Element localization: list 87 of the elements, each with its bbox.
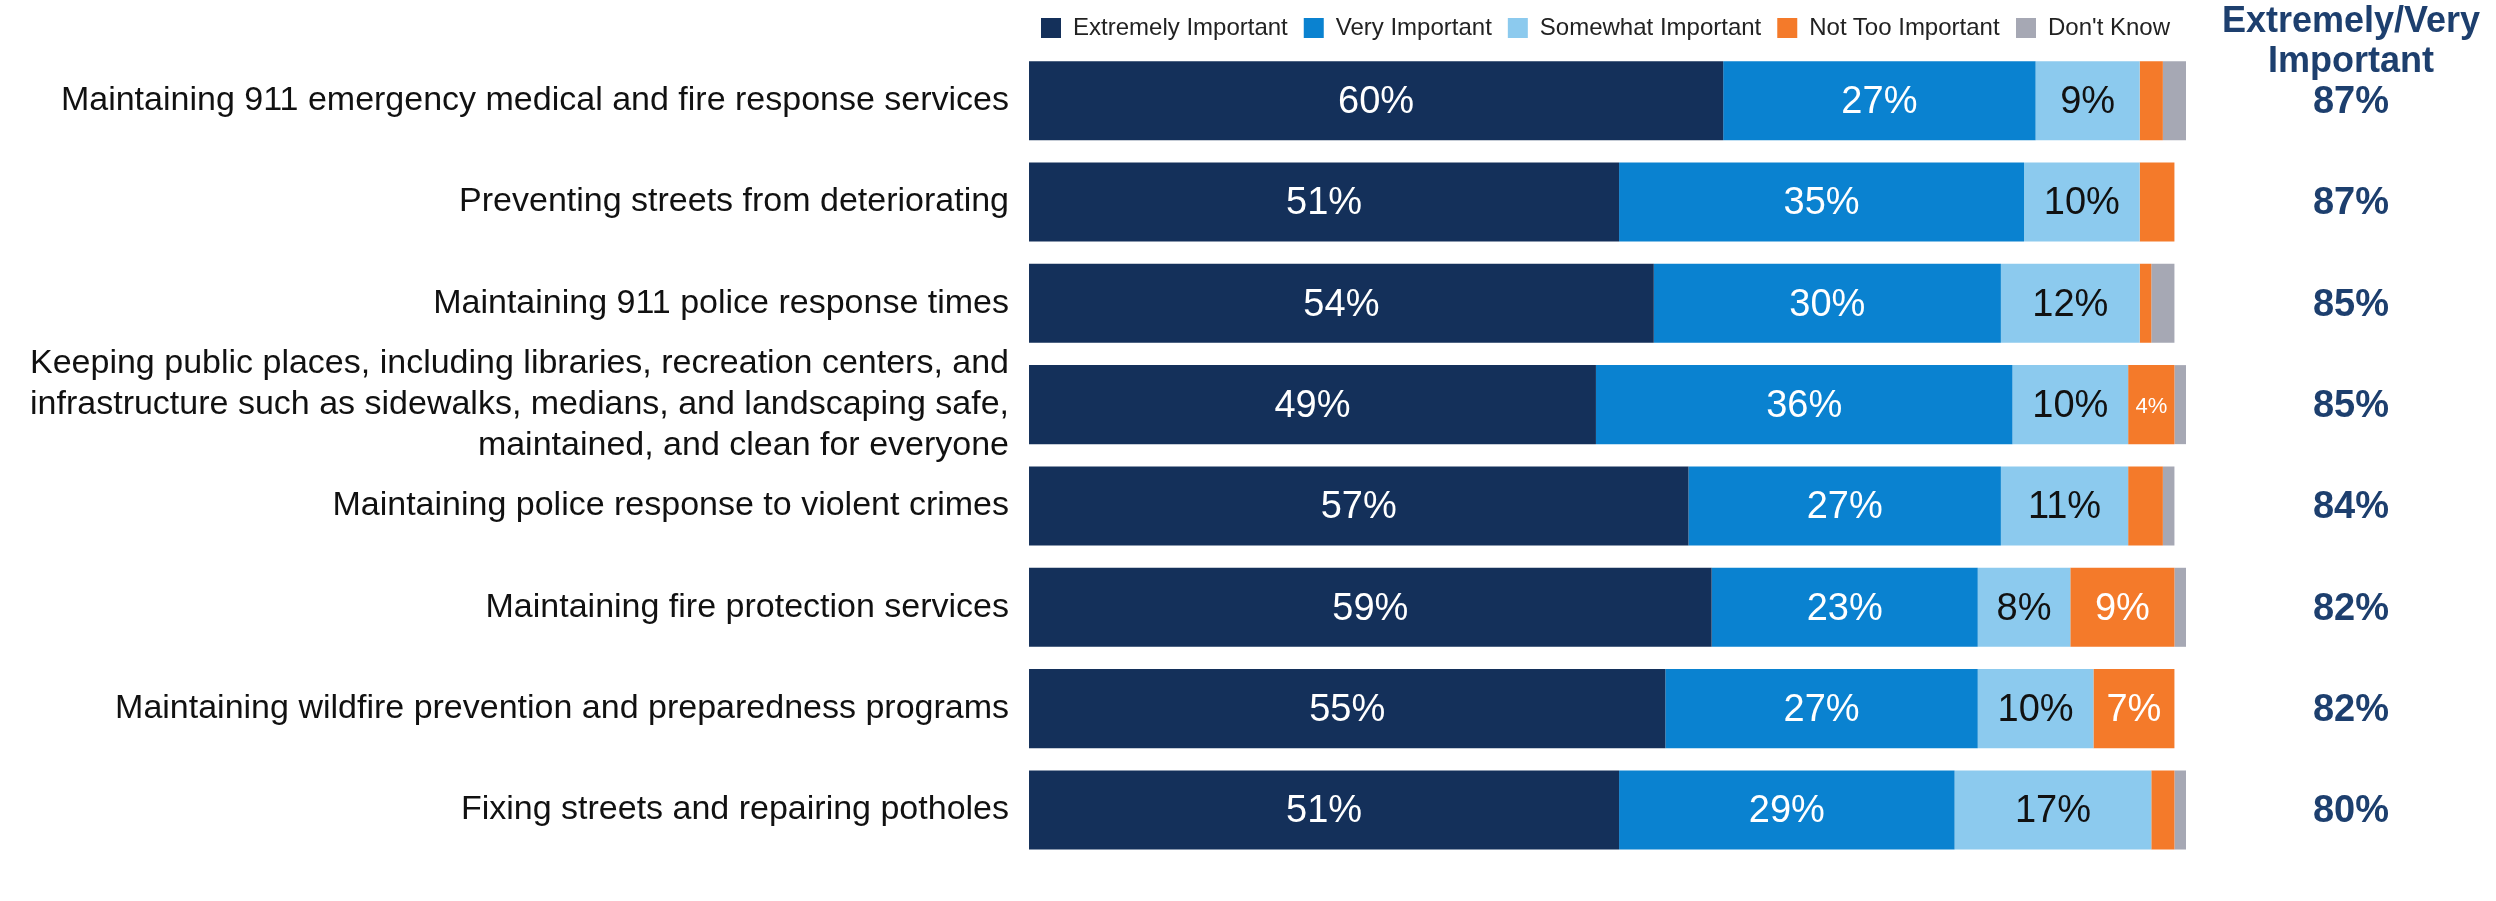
bar [1688,466,2001,546]
bar [1029,669,1666,749]
text: 87% [2312,180,2390,223]
bar [1954,770,2152,850]
text: Extremely/Very Important [2221,0,2481,80]
text: 82% [2312,585,2390,628]
y-tick-label: Keeping public places, including libraries, recreation centers, and infrastructure such as sidewalks, medians, and landscaping safe, maintained, and clean for everyone [30,342,1010,462]
bar [2139,263,2152,343]
legend-label: Somewhat Important [1539,12,1762,40]
y-tick-label: Maintaining fire protection services [485,585,1010,624]
text: 85% [2312,383,2390,426]
bar [2151,770,2175,850]
y-tick-label: Preventing streets from deteriorating [459,180,1010,219]
bar [2070,567,2175,647]
data-label: 55% [1309,687,1386,730]
data-label: 51% [1286,180,1363,223]
bar [1029,567,1712,647]
data-label: 4% [2135,392,2168,418]
bar [2174,567,2186,647]
data-label: 27% [1841,79,1918,122]
bar [2000,263,2140,343]
bar [1977,669,2094,749]
data-label: 27% [1783,687,1860,730]
bar [2162,61,2186,141]
bar [1619,770,1955,850]
data-label: 59% [1332,585,1409,628]
data-label: 8% [1996,585,2052,628]
bar [1977,567,2071,647]
bar [2151,263,2175,343]
text: 87% [2312,79,2390,122]
bar [2024,162,2140,242]
bar [1029,466,1689,546]
data-label: 57% [1320,484,1397,527]
bar [2093,669,2175,749]
data-label: 9% [2094,585,2150,628]
bar [1029,770,1620,850]
text: 84% [2312,484,2390,527]
y-tick-label: Maintaining 911 police response times [433,281,1010,320]
data-label: 11% [2027,484,2102,527]
bar [1619,162,2025,242]
legend-label: Very Important [1335,12,1493,40]
data-label: 9% [2060,79,2116,122]
bar [1665,669,1978,749]
legend-label: Not Too Important [1809,12,2000,40]
data-label: 54% [1303,281,1380,324]
data-label: 49% [1274,383,1351,426]
text: 85% [2312,281,2390,324]
bar [2012,365,2129,445]
data-label: 10% [2032,383,2109,426]
bar [1595,365,2013,445]
data-label: 60% [1338,79,1415,122]
bar [2174,365,2186,445]
bar [1711,567,1978,647]
bar [1029,263,1654,343]
bar [2128,365,2175,445]
legend-label: Extremely Important [1073,12,1289,40]
bar [2035,61,2140,141]
y-tick-label: Maintaining 911 emergency medical and fire response services [60,79,1010,118]
data-label: 27% [1806,484,1883,527]
bar [1029,365,1596,445]
data-label: 51% [1286,788,1363,831]
data-label: 10% [2043,180,2120,223]
data-label: 36% [1766,383,1843,426]
bar [1029,61,1724,141]
data-label: 10% [1997,687,2074,730]
bar [1029,162,1620,242]
bar [2128,466,2163,546]
y-tick-label: Maintaining police response to violent crimes [332,484,1010,523]
data-label: 17% [2014,788,2091,831]
text: 82% [2312,687,2390,730]
bar [1653,263,2001,343]
text: 80% [2312,788,2390,831]
data-label: 12% [2032,281,2109,324]
data-label: 7% [2106,687,2162,730]
legend-label: Don't Know [2048,12,2171,40]
bar [2139,61,2163,141]
bar [2174,770,2186,850]
bar [2162,466,2175,546]
data-label: 35% [1783,180,1860,223]
data-label: 23% [1806,585,1883,628]
data-label: 30% [1789,281,1866,324]
y-tick-label: Fixing streets and repairing potholes [460,788,1010,827]
data-label: 29% [1748,788,1825,831]
bar [2139,162,2175,242]
bar [1723,61,2036,141]
bar [2000,466,2129,546]
y-tick-label: Maintaining wildfire prevention and preparedness programs [115,686,1010,725]
